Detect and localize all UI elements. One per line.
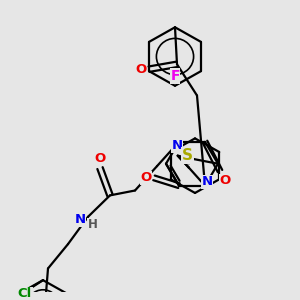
- Text: F: F: [170, 69, 180, 83]
- Text: Cl: Cl: [18, 287, 32, 300]
- Text: O: O: [135, 63, 147, 76]
- Text: H: H: [88, 218, 98, 231]
- Text: O: O: [219, 174, 231, 187]
- Text: S: S: [182, 148, 193, 163]
- Text: N: N: [171, 139, 183, 152]
- Text: O: O: [94, 152, 106, 165]
- Text: O: O: [140, 171, 152, 184]
- Text: N: N: [74, 213, 86, 226]
- Text: N: N: [201, 175, 213, 188]
